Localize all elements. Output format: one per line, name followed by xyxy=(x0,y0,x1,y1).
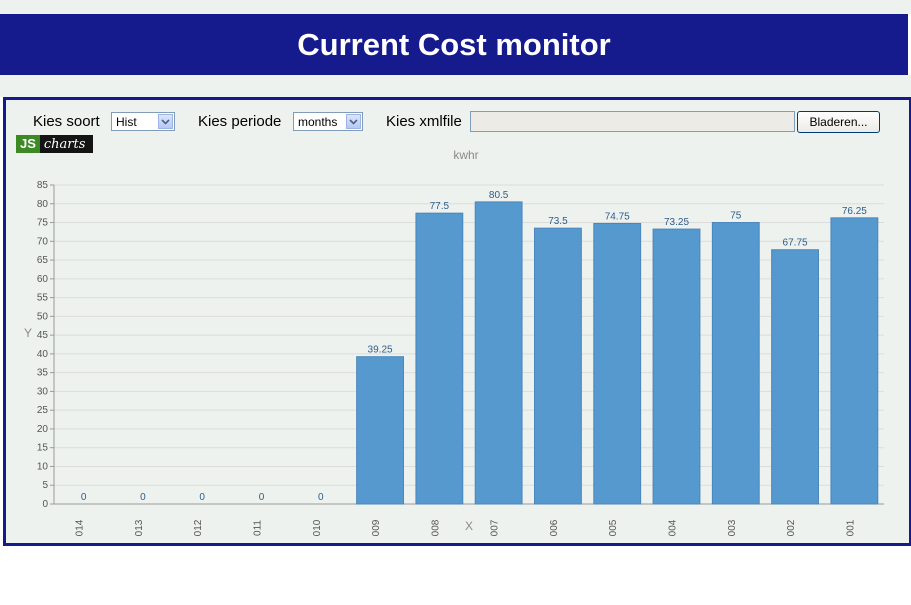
mid-band xyxy=(0,75,911,97)
bar-value-label: 0 xyxy=(199,492,205,503)
soort-label: Kies soort xyxy=(33,113,100,130)
x-tick-label: 002 xyxy=(786,519,797,536)
periode-label: Kies periode xyxy=(198,113,282,130)
bar xyxy=(711,222,760,505)
y-tick-label: 55 xyxy=(37,293,49,304)
y-tick-label: 15 xyxy=(37,443,49,454)
bar-value-label: 0 xyxy=(140,492,146,503)
bar xyxy=(534,227,582,505)
chevron-down-icon[interactable] xyxy=(158,114,173,129)
bar-value-label: 75 xyxy=(730,211,742,222)
y-tick-label: 70 xyxy=(37,236,49,247)
x-tick-label: 008 xyxy=(430,519,441,536)
bar xyxy=(356,356,404,505)
bar-value-label: 80.5 xyxy=(489,190,509,201)
logo-js-text: JS xyxy=(16,135,40,153)
periode-select-value: months xyxy=(298,115,338,129)
x-tick-label: 009 xyxy=(371,519,382,536)
y-tick-label: 45 xyxy=(37,330,49,341)
bar xyxy=(415,212,464,505)
bar-value-label: 0 xyxy=(81,492,87,503)
browse-button[interactable]: Bladeren... xyxy=(797,111,880,133)
chart-panel: Kies soort Hist Kies periode months Kies… xyxy=(3,97,911,546)
y-tick-label: 30 xyxy=(37,386,49,397)
x-tick-label: 003 xyxy=(727,519,738,536)
x-tick-label: 013 xyxy=(134,519,145,536)
chevron-down-icon[interactable] xyxy=(346,114,361,129)
y-tick-label: 25 xyxy=(37,405,49,416)
y-tick-label: 50 xyxy=(37,311,49,322)
xmlfile-input[interactable] xyxy=(470,111,795,132)
bar xyxy=(652,228,701,505)
x-tick-label: 011 xyxy=(253,520,264,536)
logo-charts-text: charts xyxy=(43,136,86,152)
bar xyxy=(474,201,523,505)
x-axis-label: X xyxy=(465,519,473,533)
bar-value-label: 73.25 xyxy=(664,217,689,228)
x-tick-label: 012 xyxy=(193,519,204,536)
bar-value-label: 77.5 xyxy=(430,201,450,212)
bar xyxy=(771,249,819,505)
y-tick-label: 5 xyxy=(42,480,48,491)
soort-select-value: Hist xyxy=(116,115,137,129)
bar-chart: kwhr Y X 0 5 10 15 20 25 30 35 40 45 50 55 60 65 70 75 80 85… xyxy=(24,148,884,536)
y-tick-label: 60 xyxy=(37,274,49,285)
bar-value-label: 0 xyxy=(259,492,265,503)
y-tick-label: 20 xyxy=(37,424,49,435)
y-tick-label: 75 xyxy=(37,218,49,229)
x-tick-label: 007 xyxy=(490,519,501,536)
bar-value-label: 76.25 xyxy=(842,206,867,217)
bar-value-label: 0 xyxy=(318,492,324,503)
y-tick-label: 40 xyxy=(37,349,49,360)
bar xyxy=(593,222,642,505)
page-title: Current Cost monitor xyxy=(297,26,611,62)
y-tick-label: 10 xyxy=(37,461,49,472)
page-header: Current Cost monitor xyxy=(0,14,908,75)
bar-value-label: 74.75 xyxy=(605,211,630,222)
bar-value-label: 73.5 xyxy=(548,216,568,227)
top-band xyxy=(0,0,911,14)
y-tick-label: 35 xyxy=(37,368,49,379)
x-tick-label: 014 xyxy=(75,519,86,536)
bar xyxy=(830,217,879,505)
bar-value-label: 67.75 xyxy=(783,238,808,249)
bar-value-label: 39.25 xyxy=(368,345,393,356)
x-tick-label: 004 xyxy=(668,519,679,536)
periode-select[interactable]: months xyxy=(293,112,363,131)
y-tick-label: 65 xyxy=(37,255,49,266)
x-tick-label: 001 xyxy=(845,519,856,536)
y-tick-label: 80 xyxy=(37,199,49,210)
x-tick-label: 010 xyxy=(312,519,323,536)
xmlfile-label: Kies xmlfile xyxy=(386,113,462,130)
y-tick-label: 85 xyxy=(37,180,49,191)
chart-title: kwhr xyxy=(453,148,478,162)
x-tick-label: 005 xyxy=(608,519,619,536)
y-axis-label: Y xyxy=(24,326,32,340)
soort-select[interactable]: Hist xyxy=(111,112,175,131)
x-tick-label: 006 xyxy=(549,519,560,536)
jscharts-logo: JS charts xyxy=(16,135,93,153)
y-tick-label: 0 xyxy=(42,499,48,510)
